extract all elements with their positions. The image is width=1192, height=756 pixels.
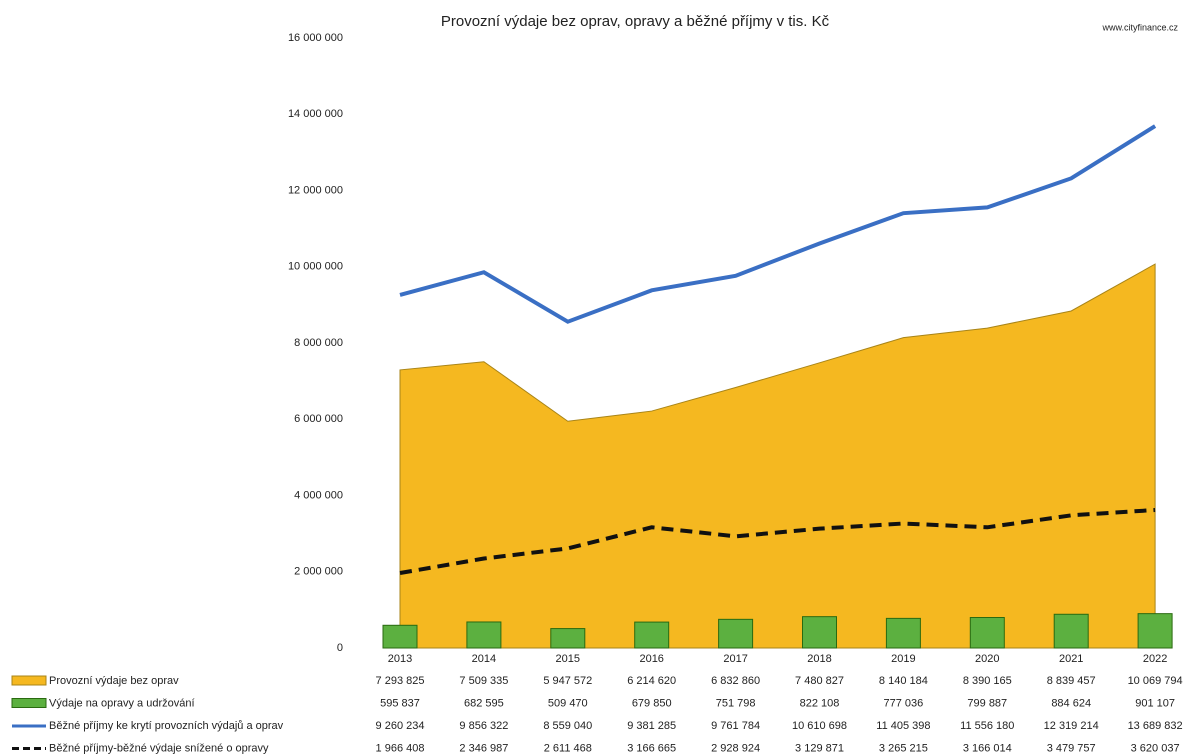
legend-label: Výdaje na opravy a udržování: [49, 697, 195, 709]
bar: [550, 628, 586, 649]
area: [399, 263, 1156, 649]
x-tick-label: 2016: [639, 653, 663, 665]
legend-label: Provozní výdaje bez oprav: [49, 675, 179, 687]
x-tick-label: 2022: [1143, 653, 1167, 665]
data-label: 5 947 572: [543, 675, 592, 687]
legend-label: Běžné příjmy ke krytí provozních výdajů …: [49, 720, 284, 732]
bar: [1053, 613, 1089, 649]
data-label: 884 624: [1051, 697, 1091, 709]
data-label: 682 595: [464, 697, 504, 709]
data-label: 1 966 408: [376, 742, 425, 754]
data-label: 3 265 215: [879, 742, 928, 754]
line: [399, 124, 1157, 324]
y-tick-label: 4 000 000: [294, 489, 343, 501]
y-tick-label: 12 000 000: [288, 184, 343, 196]
x-tick-label: 2014: [472, 653, 496, 665]
x-tick-label: 2021: [1059, 653, 1083, 665]
bar: [634, 621, 670, 649]
data-label: 595 837: [380, 697, 420, 709]
y-tick-label: 16 000 000: [288, 32, 343, 44]
legend-swatch: [11, 698, 47, 708]
data-label: 822 108: [800, 697, 840, 709]
data-label: 3 479 757: [1047, 742, 1096, 754]
x-tick-label: 2017: [723, 653, 747, 665]
bar: [802, 616, 837, 649]
data-label: 3 620 037: [1131, 742, 1180, 754]
y-tick-label: 8 000 000: [294, 337, 343, 349]
data-label: 8 140 184: [879, 675, 928, 687]
data-label: 11 556 180: [960, 720, 1014, 732]
source: www.cityfinance.cz: [1101, 22, 1178, 32]
bar: [969, 617, 1005, 649]
data-label: 509 470: [548, 697, 588, 709]
data-label: 7 480 827: [795, 675, 844, 687]
bar: [885, 617, 921, 649]
y-tick-label: 6 000 000: [294, 413, 343, 425]
y-tick-label: 14 000 000: [288, 108, 343, 120]
data-label: 11 405 398: [876, 720, 930, 732]
data-label: 8 390 165: [963, 675, 1012, 687]
data-label: 901 107: [1135, 697, 1175, 709]
x-tick-label: 2018: [807, 653, 831, 665]
data-label: 7 509 335: [459, 675, 508, 687]
x-tick-label: 2015: [556, 653, 580, 665]
bar: [466, 621, 502, 649]
x-tick-label: 2019: [891, 653, 915, 665]
data-label: 9 761 784: [711, 720, 760, 732]
data-label: 10 069 794: [1128, 675, 1183, 687]
data-label: 3 166 014: [963, 742, 1012, 754]
bar: [718, 618, 754, 649]
data-label: 2 346 987: [459, 742, 508, 754]
y-tick-label: 2 000 000: [294, 566, 343, 578]
data-label: 777 036: [884, 697, 924, 709]
x-tick-label: 2020: [975, 653, 999, 665]
data-label: 6 214 620: [627, 675, 676, 687]
y-tick-label: 10 000 000: [288, 261, 343, 273]
data-label: 9 856 322: [459, 720, 508, 732]
data-label: 679 850: [632, 697, 672, 709]
data-label: 8 839 457: [1047, 675, 1096, 687]
bar: [1137, 613, 1173, 649]
line: [399, 507, 1156, 576]
data-label: 799 887: [967, 697, 1007, 709]
data-label: 8 559 040: [543, 720, 592, 732]
y-tick-label: 0: [337, 642, 343, 654]
data-label: 2 928 924: [711, 742, 760, 754]
x-tick-label: 2013: [388, 653, 412, 665]
data-label: 3 166 665: [627, 742, 676, 754]
data-label: 751 798: [716, 697, 756, 709]
legend-label: Běžné příjmy-běžné výdaje snížené o opra…: [49, 742, 269, 754]
data-label: 10 610 698: [792, 720, 847, 732]
data-label: 7 293 825: [376, 675, 425, 687]
data-label: 2 611 468: [544, 742, 592, 754]
chart-title: Provozní výdaje bez oprav, opravy a běžn…: [441, 13, 830, 30]
data-label: 13 689 832: [1128, 720, 1183, 732]
bar: [382, 624, 418, 649]
data-label: 3 129 871: [795, 742, 844, 754]
legend-swatch: [11, 675, 47, 686]
data-label: 9 260 234: [376, 720, 425, 732]
data-label: 9 381 285: [627, 720, 676, 732]
data-label: 6 832 860: [711, 675, 760, 687]
data-label: 12 319 214: [1044, 720, 1099, 732]
